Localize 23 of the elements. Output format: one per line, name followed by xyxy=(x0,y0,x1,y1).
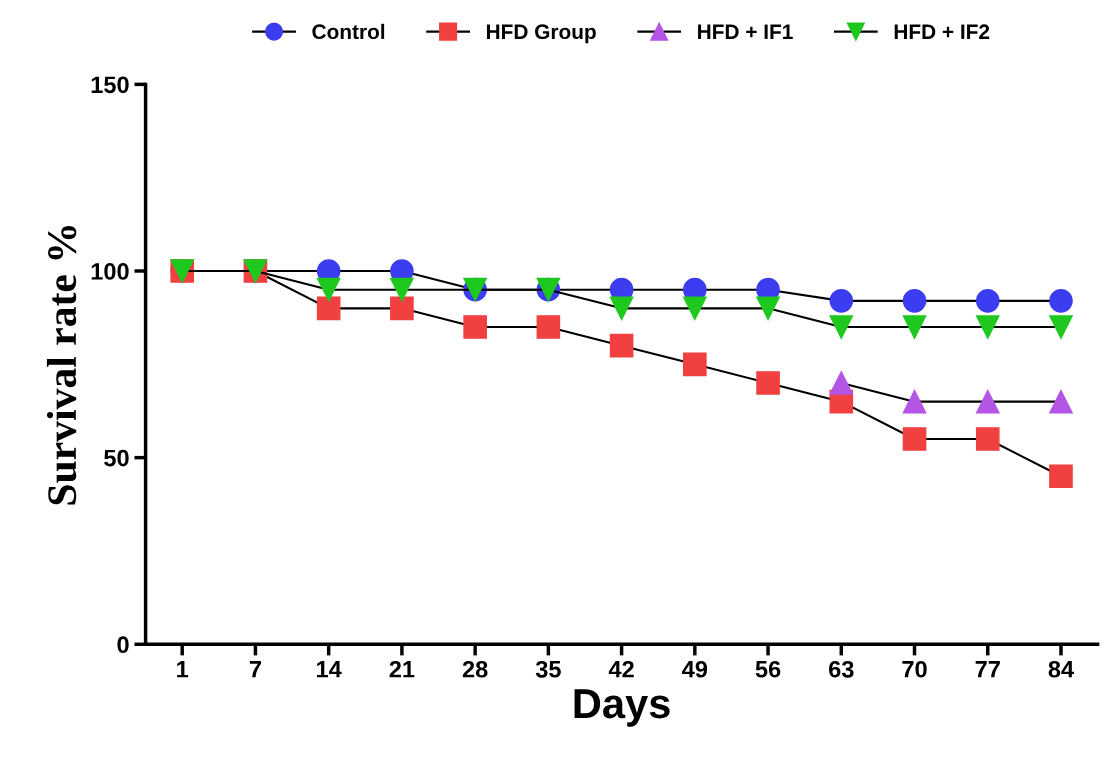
x-tick-label: 14 xyxy=(317,661,342,678)
x-tick-label: 49 xyxy=(682,660,708,678)
y-axis-title: Survival rate % xyxy=(46,225,77,505)
x-tick-label: 7 xyxy=(249,661,261,678)
x-tick-label: 63 xyxy=(829,660,854,678)
x-tick-label: 56 xyxy=(755,660,781,678)
y-tick-label: 100 xyxy=(91,263,129,280)
legend-label: HFD + IF1 xyxy=(698,24,793,39)
x-tick-label: 28 xyxy=(462,660,488,678)
x-tick-label: 42 xyxy=(608,660,634,678)
x-tick-label: 84 xyxy=(1048,660,1074,678)
x-axis-title: Days xyxy=(574,689,670,727)
legend-label: HFD Group xyxy=(486,24,596,44)
x-tick-label: 1 xyxy=(177,661,189,678)
legend-label: Control xyxy=(312,23,385,40)
y-tick-label: 0 xyxy=(117,636,129,654)
y-tick-label: 150 xyxy=(91,76,129,94)
x-tick-label: 77 xyxy=(975,661,1000,678)
x-tick-label: 21 xyxy=(389,660,415,678)
legend-label: HFD + IF2 xyxy=(894,24,990,39)
x-tick-label: 70 xyxy=(902,660,927,678)
x-tick-label: 35 xyxy=(535,660,561,678)
y-tick-label: 50 xyxy=(104,449,129,467)
